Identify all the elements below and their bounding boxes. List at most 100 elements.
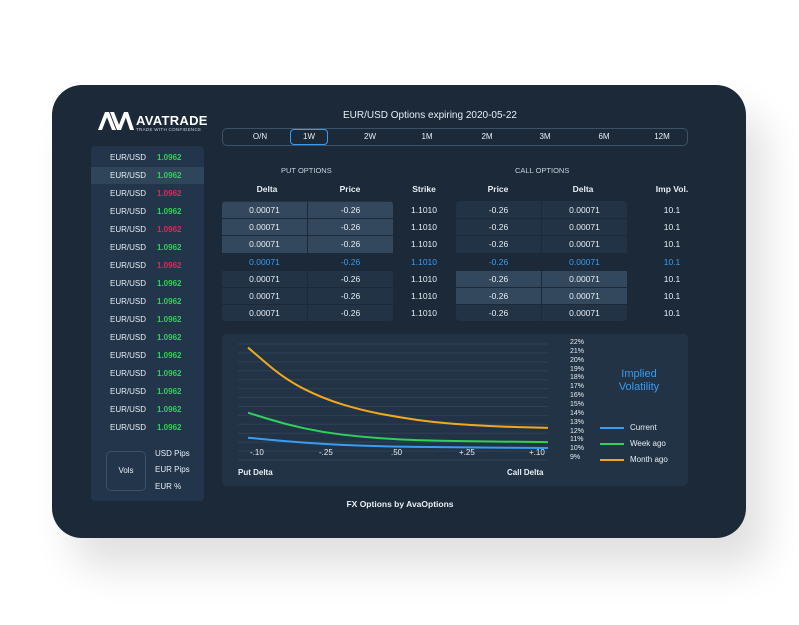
imp-vol-cell: 10.1 [663, 205, 681, 215]
legend-swatch [600, 426, 624, 429]
rate-value: 1.0962 [157, 189, 182, 198]
call-price-cell[interactable]: -0.26 [456, 288, 541, 305]
tab-6m[interactable]: 6M [598, 132, 610, 141]
call-delta-cell[interactable]: 0.00071 [569, 222, 600, 233]
rate-row[interactable]: EUR/USD 1.0962 [91, 365, 204, 382]
put-price-cell[interactable]: -0.26 [308, 253, 393, 271]
call-delta-cell[interactable]: 0.00071 [569, 205, 600, 215]
put-delta-cell[interactable]: 0.00071 [249, 308, 280, 319]
rate-row[interactable]: EUR/USD 1.0962 [91, 203, 204, 220]
strike-cell: 1.1010 [411, 308, 437, 319]
call-price-cell[interactable]: -0.26 [488, 222, 509, 233]
put-price-cell[interactable]: -0.26 [340, 308, 361, 319]
put-delta-cell[interactable]: 0.00071 [222, 236, 307, 254]
call-price-cell[interactable]: -0.26 [488, 308, 509, 319]
x-tick-label: -.10 [250, 448, 264, 457]
rate-pair: EUR/USD [110, 405, 147, 414]
call-delta-cell[interactable]: 0.00071 [542, 270, 627, 288]
rate-row[interactable]: EUR/USD 1.0962 [91, 401, 204, 418]
rate-row[interactable]: EUR/USD 1.0962 [91, 239, 204, 256]
row-divider [222, 235, 393, 237]
tab-2m[interactable]: 2M [481, 132, 493, 141]
y-tick-label: 12% [570, 427, 585, 435]
y-tick-label: 10% [570, 445, 585, 453]
unit-eur-pips[interactable]: EUR Pips [155, 465, 190, 474]
put-delta-cell[interactable]: 0.00071 [222, 219, 307, 237]
rates-panel: EUR/USD 1.0962 EUR/USD 1.0962 EUR/USD 1.0962 E… [91, 146, 204, 501]
put-price-cell[interactable]: -0.26 [340, 273, 361, 284]
rate-value: 1.0962 [157, 225, 182, 234]
rate-row[interactable]: EUR/USD 1.0962 [91, 347, 204, 364]
rate-pair: EUR/USD [110, 243, 147, 252]
tab-3m[interactable]: 3M [539, 132, 551, 141]
put-price-header: Price [339, 184, 361, 194]
put-price-cell[interactable]: -0.26 [308, 236, 393, 254]
rate-row[interactable]: EUR/USD 1.0962 [91, 383, 204, 400]
call-delta-cell[interactable]: 0.00071 [569, 239, 600, 250]
put-delta-cell[interactable]: 0.00071 [222, 202, 307, 219]
legend-item: Week ago [600, 439, 666, 448]
rate-row[interactable]: EUR/USD 1.0962 [91, 185, 204, 202]
y-tick-label: 19% [570, 365, 585, 373]
rate-row[interactable]: EUR/USD 1.0962 [91, 419, 204, 436]
call-price-cell[interactable]: -0.26 [488, 205, 509, 215]
row-divider [222, 269, 393, 271]
rate-row[interactable]: EUR/USD 1.0962 [91, 149, 204, 166]
tab-12m[interactable]: 12M [654, 132, 670, 141]
call-delta-cell[interactable]: 0.00071 [569, 308, 600, 319]
footer-caption: FX Options by AvaOptions [346, 499, 454, 509]
call-price-cell[interactable]: -0.26 [456, 253, 541, 271]
put-delta-cell[interactable]: 0.00071 [222, 253, 307, 271]
put-price-cell[interactable]: -0.26 [308, 219, 393, 237]
call-price-cell[interactable]: -0.26 [488, 239, 509, 250]
row-divider [456, 304, 627, 306]
avatrade-logo-icon [98, 112, 134, 130]
rate-row[interactable]: EUR/USD 1.0962 [91, 275, 204, 292]
vols-button[interactable]: Vols [106, 451, 146, 491]
call-price-cell[interactable]: -0.26 [456, 270, 541, 288]
legend-swatch [600, 458, 624, 461]
rate-value: 1.0962 [157, 207, 182, 216]
rate-row[interactable]: EUR/USD 1.0962 [91, 221, 204, 238]
legend-item: Month ago [600, 455, 668, 464]
y-tick-label: 14% [570, 409, 585, 417]
row-divider [222, 304, 393, 306]
y-tick-label: 20% [570, 356, 585, 364]
put-delta-cell[interactable]: 0.00071 [249, 273, 280, 284]
strike-cell: 1.1010 [411, 205, 437, 215]
rate-pair: EUR/USD [110, 279, 147, 288]
rate-row[interactable]: EUR/USD 1.0962 [91, 293, 204, 310]
rate-row[interactable]: EUR/USD 1.0962 [91, 257, 204, 274]
tab-on[interactable]: O/N [252, 132, 268, 141]
call-price-header: Price [487, 184, 509, 194]
rate-value: 1.0962 [157, 405, 182, 414]
tab-1w[interactable]: 1W [290, 129, 328, 145]
row-divider [222, 252, 393, 254]
rate-row[interactable]: EUR/USD 1.0962 [91, 329, 204, 346]
row-divider [222, 287, 393, 288]
y-tick-label: 17% [570, 383, 585, 391]
unit-usd-pips[interactable]: USD Pips [155, 449, 190, 458]
call-delta-cell[interactable]: 0.00071 [542, 253, 627, 271]
call-delta-header: Delta [572, 184, 594, 194]
strike-cell: 1.1010 [411, 256, 437, 267]
rate-pair: EUR/USD [110, 315, 147, 324]
rate-row[interactable]: EUR/USD 1.0962 [91, 311, 204, 328]
rate-pair: EUR/USD [110, 333, 147, 342]
row-divider [456, 218, 627, 220]
unit-eur-percent[interactable]: EUR % [155, 482, 182, 491]
tab-2w[interactable]: 2W [364, 132, 376, 141]
call-delta-cell[interactable]: 0.00071 [542, 288, 627, 305]
tab-1m[interactable]: 1M [421, 132, 433, 141]
x-tick-label: +.25 [459, 448, 475, 457]
row-divider [222, 218, 393, 220]
series-line-current [247, 436, 549, 449]
put-delta-cell[interactable]: 0.00071 [249, 291, 280, 301]
rate-value: 1.0962 [157, 333, 182, 342]
rate-value: 1.0962 [157, 315, 182, 324]
call-options-label: CALL OPTIONS [515, 166, 570, 175]
rate-pair: EUR/USD [110, 153, 147, 162]
put-price-cell[interactable]: -0.26 [340, 291, 361, 301]
rate-row[interactable]: EUR/USD 1.0962 [91, 167, 204, 184]
put-price-cell[interactable]: -0.26 [308, 202, 393, 219]
